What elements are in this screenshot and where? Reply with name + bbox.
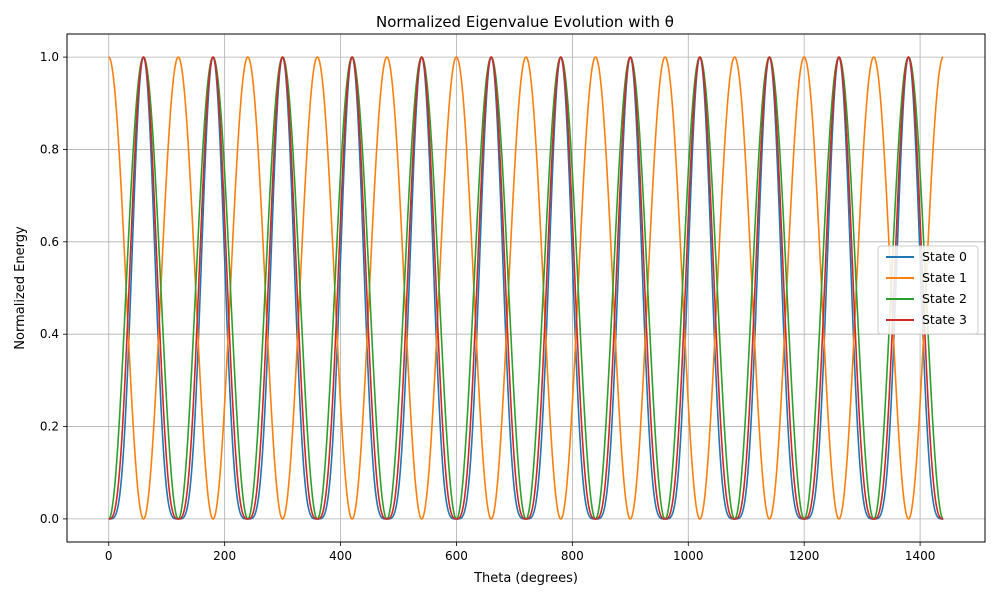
- x-tick-label: 0: [105, 549, 113, 563]
- x-tick-label: 1000: [673, 549, 704, 563]
- legend: State 0 State 1 State 2 State 3: [877, 245, 979, 335]
- x-tick-label: 800: [561, 549, 584, 563]
- x-tick-label: 600: [445, 549, 468, 563]
- y-tick-label: 0.4: [40, 327, 59, 341]
- series-line-state-0: [108, 56, 944, 520]
- legend-label-state-1: State 1: [922, 270, 967, 285]
- series-line-state-1: [108, 56, 944, 520]
- x-tick-label: 400: [329, 549, 352, 563]
- series-lines: [108, 56, 944, 520]
- x-tick-label: 200: [213, 549, 236, 563]
- y-tick-label: 0.0: [40, 512, 59, 526]
- x-tick-label: 1400: [905, 549, 936, 563]
- series-line-state-2: [108, 56, 944, 520]
- legend-label-state-2: State 2: [922, 291, 967, 306]
- plot-frame: [66, 33, 986, 543]
- x-tick-label: 1200: [789, 549, 820, 563]
- y-tick-label: 1.0: [40, 50, 59, 64]
- y-tick-label: 0.2: [40, 420, 59, 434]
- legend-box: [877, 245, 979, 335]
- axis-ticks: 0 200 400 600 800 1000 1200 1400 0.0 0.2 0.4 0.6 0.8…: [40, 50, 935, 563]
- series-line-state-3: [108, 56, 944, 520]
- chart-title: Normalized Eigenvalue Evolution with θ: [376, 13, 674, 31]
- y-tick-label: 0.6: [40, 235, 59, 249]
- y-axis-label: Normalized Energy: [13, 226, 28, 350]
- legend-label-state-3: State 3: [922, 312, 967, 327]
- y-tick-label: 0.8: [40, 142, 59, 156]
- legend-label-state-0: State 0: [922, 249, 967, 264]
- x-axis-label: Theta (degrees): [473, 571, 578, 586]
